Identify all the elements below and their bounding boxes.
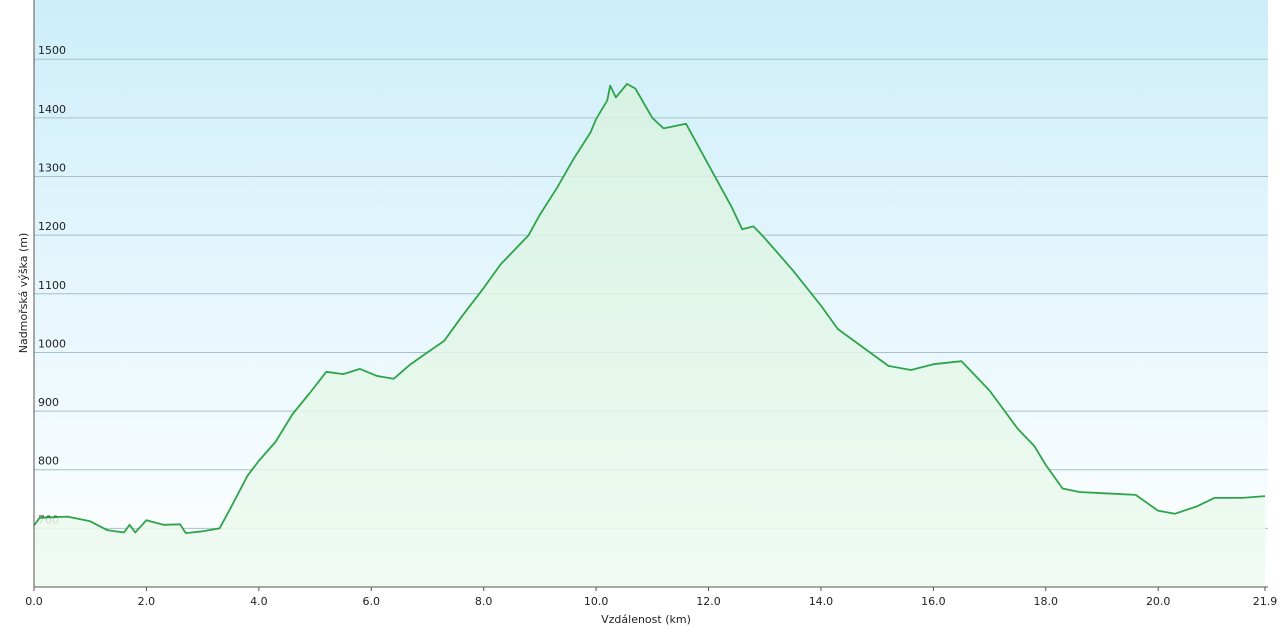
y-tick-label: 1500 [38,44,66,57]
x-tick-label: 6.0 [363,595,381,608]
x-tick-label: 12.0 [696,595,721,608]
x-tick-label: 14.0 [809,595,834,608]
y-tick-label: 1300 [38,162,66,175]
x-tick-label: 16.0 [921,595,946,608]
x-tick-label: 10.0 [584,595,609,608]
x-tick-label: 18.0 [1034,595,1059,608]
x-tick-label: 2.0 [138,595,156,608]
x-tick-label: 0.0 [25,595,43,608]
x-tick-label: 20.0 [1146,595,1171,608]
y-tick-label: 1100 [38,279,66,292]
area-fill [34,83,1265,588]
x-tick-label: 8.0 [475,595,493,608]
x-tick-label: 4.0 [250,595,268,608]
y-axis-title: Nadmořská výška (m) [17,233,30,354]
y-tick-label: 1000 [38,337,66,350]
y-tick-label: 900 [38,396,59,409]
y-tick-label: 1400 [38,103,66,116]
y-tick-label: 1200 [38,220,66,233]
x-tick-label: 21.9 [1253,595,1278,608]
y-tick-label: 800 [38,455,59,468]
x-axis-title: Vzdálenost (km) [601,613,691,626]
elevation-line [33,83,1266,534]
